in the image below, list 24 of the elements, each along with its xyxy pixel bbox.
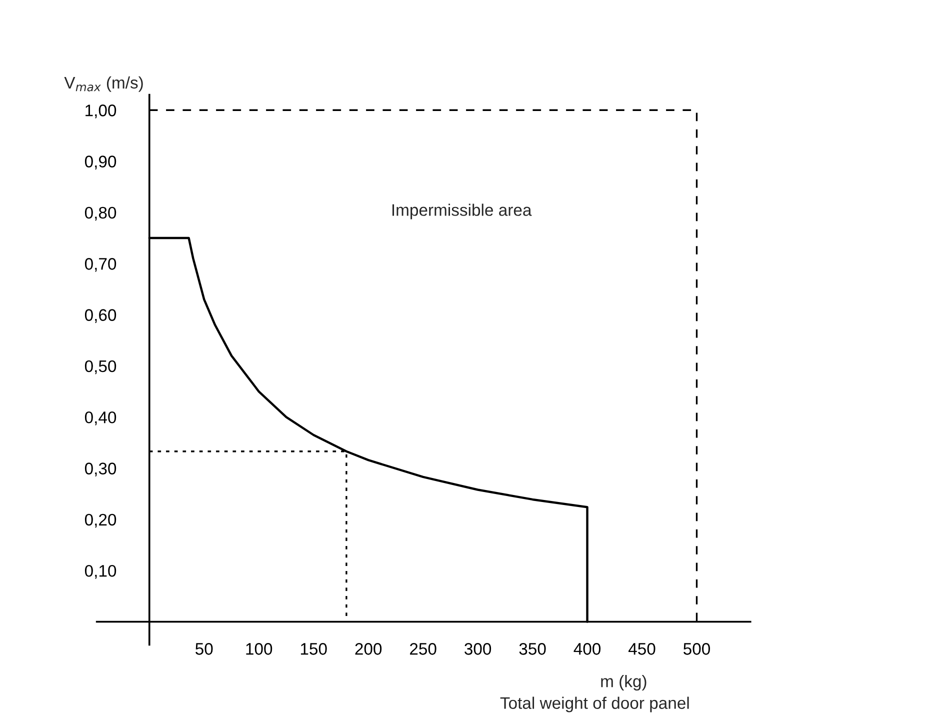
y-tick-label: 0,60 bbox=[84, 309, 116, 323]
x-tick-label: 100 bbox=[246, 643, 272, 655]
x-tick-label: 50 bbox=[196, 643, 213, 655]
x-tick-label: 200 bbox=[355, 643, 382, 655]
x-tick-label: 300 bbox=[464, 643, 492, 655]
x-tick-label: 500 bbox=[684, 643, 710, 655]
y-tick-label: 0,20 bbox=[84, 514, 116, 528]
text: Total weight of door panel bbox=[500, 696, 689, 712]
y-tick-label: 0,40 bbox=[84, 411, 116, 426]
x-tick-label: 150 bbox=[300, 643, 327, 655]
annotation: Impermissible area bbox=[392, 204, 532, 220]
x-tick-label: 250 bbox=[410, 643, 436, 655]
x-tick-label: 350 bbox=[519, 643, 546, 655]
x-tick-label: 450 bbox=[628, 643, 656, 655]
y-tick-label: 0,50 bbox=[84, 360, 116, 374]
y-tick-label: 0,70 bbox=[84, 258, 116, 272]
x-tick-label: 400 bbox=[574, 643, 601, 655]
y-tick-label: 1,00 bbox=[86, 104, 116, 118]
x-axis-title: m (kg) bbox=[601, 675, 646, 691]
y-tick-label: 0,10 bbox=[84, 564, 116, 579]
y-tick-label: 0,80 bbox=[84, 206, 116, 221]
y-tick-label: 0,30 bbox=[84, 462, 116, 476]
y-axis-title: V$_{max}$ (m/s) bbox=[64, 76, 143, 92]
y-tick-label: 0,90 bbox=[84, 156, 116, 170]
